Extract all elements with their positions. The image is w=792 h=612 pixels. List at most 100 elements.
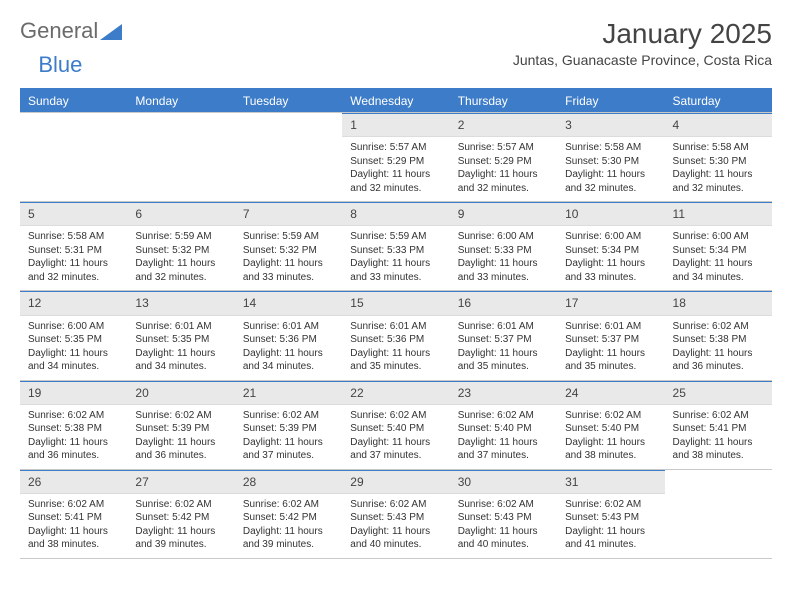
sunset-line: Sunset: 5:33 PM [350, 244, 441, 258]
day-body: Sunrise: 6:02 AMSunset: 5:39 PMDaylight:… [127, 405, 234, 469]
week-row: 1Sunrise: 5:57 AMSunset: 5:29 PMDaylight… [20, 112, 772, 202]
daylight-line: Daylight: 11 hours and 32 minutes. [28, 257, 119, 284]
day-cell: 30Sunrise: 6:02 AMSunset: 5:43 PMDayligh… [450, 470, 557, 558]
day-number: 12 [20, 291, 127, 315]
day-cell: 29Sunrise: 6:02 AMSunset: 5:43 PMDayligh… [342, 470, 449, 558]
day-number: 2 [450, 113, 557, 137]
daylight-line: Daylight: 11 hours and 35 minutes. [565, 347, 656, 374]
day-body: Sunrise: 6:02 AMSunset: 5:40 PMDaylight:… [450, 405, 557, 469]
day-body: Sunrise: 6:02 AMSunset: 5:41 PMDaylight:… [20, 494, 127, 558]
sunrise-line: Sunrise: 6:02 AM [350, 409, 441, 423]
month-title: January 2025 [513, 18, 772, 50]
daylight-line: Daylight: 11 hours and 40 minutes. [458, 525, 549, 552]
day-number: 7 [235, 202, 342, 226]
day-cell: 14Sunrise: 6:01 AMSunset: 5:36 PMDayligh… [235, 291, 342, 379]
day-number: 17 [557, 291, 664, 315]
day-body: Sunrise: 5:57 AMSunset: 5:29 PMDaylight:… [450, 137, 557, 201]
sunrise-line: Sunrise: 5:57 AM [350, 141, 441, 155]
sunrise-line: Sunrise: 6:00 AM [28, 320, 119, 334]
day-body: Sunrise: 6:01 AMSunset: 5:36 PMDaylight:… [235, 316, 342, 380]
brand-part2: Blue [38, 52, 82, 77]
day-cell: 7Sunrise: 5:59 AMSunset: 5:32 PMDaylight… [235, 202, 342, 290]
sunrise-line: Sunrise: 6:02 AM [673, 320, 764, 334]
sunset-line: Sunset: 5:39 PM [243, 422, 334, 436]
sunset-line: Sunset: 5:41 PM [28, 511, 119, 525]
day-number: 3 [557, 113, 664, 137]
sunset-line: Sunset: 5:34 PM [565, 244, 656, 258]
day-number: 25 [665, 381, 772, 405]
day-body: Sunrise: 6:02 AMSunset: 5:40 PMDaylight:… [342, 405, 449, 469]
daylight-line: Daylight: 11 hours and 37 minutes. [243, 436, 334, 463]
sunrise-line: Sunrise: 6:01 AM [565, 320, 656, 334]
day-body: Sunrise: 6:02 AMSunset: 5:42 PMDaylight:… [235, 494, 342, 558]
week-row: 26Sunrise: 6:02 AMSunset: 5:41 PMDayligh… [20, 470, 772, 559]
daylight-line: Daylight: 11 hours and 32 minutes. [565, 168, 656, 195]
sunset-line: Sunset: 5:35 PM [135, 333, 226, 347]
day-body: Sunrise: 5:59 AMSunset: 5:33 PMDaylight:… [342, 226, 449, 290]
brand-triangle-icon [100, 24, 122, 40]
brand-part2-wrap: Blue [20, 52, 772, 78]
sunset-line: Sunset: 5:38 PM [28, 422, 119, 436]
sunrise-line: Sunrise: 6:02 AM [673, 409, 764, 423]
day-cell: 22Sunrise: 6:02 AMSunset: 5:40 PMDayligh… [342, 381, 449, 469]
day-cell: 24Sunrise: 6:02 AMSunset: 5:40 PMDayligh… [557, 381, 664, 469]
day-cell: 11Sunrise: 6:00 AMSunset: 5:34 PMDayligh… [665, 202, 772, 290]
day-body: Sunrise: 6:00 AMSunset: 5:35 PMDaylight:… [20, 316, 127, 380]
daylight-line: Daylight: 11 hours and 37 minutes. [350, 436, 441, 463]
day-cell: 21Sunrise: 6:02 AMSunset: 5:39 PMDayligh… [235, 381, 342, 469]
day-body: Sunrise: 6:00 AMSunset: 5:34 PMDaylight:… [665, 226, 772, 290]
daylight-line: Daylight: 11 hours and 34 minutes. [135, 347, 226, 374]
day-cell: 28Sunrise: 6:02 AMSunset: 5:42 PMDayligh… [235, 470, 342, 558]
day-number: 29 [342, 470, 449, 494]
day-number: 20 [127, 381, 234, 405]
sunset-line: Sunset: 5:35 PM [28, 333, 119, 347]
brand-logo: General [20, 18, 122, 44]
day-cell: 23Sunrise: 6:02 AMSunset: 5:40 PMDayligh… [450, 381, 557, 469]
day-body: Sunrise: 6:02 AMSunset: 5:38 PMDaylight:… [20, 405, 127, 469]
sunrise-line: Sunrise: 5:59 AM [350, 230, 441, 244]
daylight-line: Daylight: 11 hours and 40 minutes. [350, 525, 441, 552]
daylight-line: Daylight: 11 hours and 34 minutes. [243, 347, 334, 374]
day-cell: 5Sunrise: 5:58 AMSunset: 5:31 PMDaylight… [20, 202, 127, 290]
sunset-line: Sunset: 5:42 PM [135, 511, 226, 525]
day-body: Sunrise: 6:01 AMSunset: 5:37 PMDaylight:… [450, 316, 557, 380]
day-cell: 26Sunrise: 6:02 AMSunset: 5:41 PMDayligh… [20, 470, 127, 558]
daylight-line: Daylight: 11 hours and 34 minutes. [673, 257, 764, 284]
day-body: Sunrise: 6:02 AMSunset: 5:38 PMDaylight:… [665, 316, 772, 380]
day-cell: 12Sunrise: 6:00 AMSunset: 5:35 PMDayligh… [20, 291, 127, 379]
sunset-line: Sunset: 5:40 PM [458, 422, 549, 436]
daylight-line: Daylight: 11 hours and 39 minutes. [135, 525, 226, 552]
sunrise-line: Sunrise: 5:58 AM [28, 230, 119, 244]
day-cell: 20Sunrise: 6:02 AMSunset: 5:39 PMDayligh… [127, 381, 234, 469]
day-number: 9 [450, 202, 557, 226]
sunset-line: Sunset: 5:41 PM [673, 422, 764, 436]
day-body: Sunrise: 6:02 AMSunset: 5:43 PMDaylight:… [342, 494, 449, 558]
daylight-line: Daylight: 11 hours and 35 minutes. [350, 347, 441, 374]
sunset-line: Sunset: 5:29 PM [350, 155, 441, 169]
day-number: 27 [127, 470, 234, 494]
day-number: 13 [127, 291, 234, 315]
day-body: Sunrise: 6:02 AMSunset: 5:42 PMDaylight:… [127, 494, 234, 558]
day-cell: 16Sunrise: 6:01 AMSunset: 5:37 PMDayligh… [450, 291, 557, 379]
day-cell: 31Sunrise: 6:02 AMSunset: 5:43 PMDayligh… [557, 470, 664, 558]
day-number: 11 [665, 202, 772, 226]
sunrise-line: Sunrise: 6:02 AM [28, 498, 119, 512]
day-cell: 6Sunrise: 5:59 AMSunset: 5:32 PMDaylight… [127, 202, 234, 290]
daylight-line: Daylight: 11 hours and 39 minutes. [243, 525, 334, 552]
sunrise-line: Sunrise: 6:02 AM [243, 409, 334, 423]
weekday-header: Sunday Monday Tuesday Wednesday Thursday… [20, 88, 772, 112]
weekday-wed: Wednesday [342, 90, 449, 112]
sunset-line: Sunset: 5:36 PM [243, 333, 334, 347]
day-body: Sunrise: 5:59 AMSunset: 5:32 PMDaylight:… [127, 226, 234, 290]
day-cell [235, 113, 342, 201]
daylight-line: Daylight: 11 hours and 35 minutes. [458, 347, 549, 374]
weekday-sun: Sunday [20, 90, 127, 112]
daylight-line: Daylight: 11 hours and 38 minutes. [673, 436, 764, 463]
sunrise-line: Sunrise: 6:02 AM [135, 409, 226, 423]
sunset-line: Sunset: 5:40 PM [565, 422, 656, 436]
day-number: 6 [127, 202, 234, 226]
day-number: 22 [342, 381, 449, 405]
sunset-line: Sunset: 5:42 PM [243, 511, 334, 525]
daylight-line: Daylight: 11 hours and 41 minutes. [565, 525, 656, 552]
sunrise-line: Sunrise: 6:01 AM [243, 320, 334, 334]
